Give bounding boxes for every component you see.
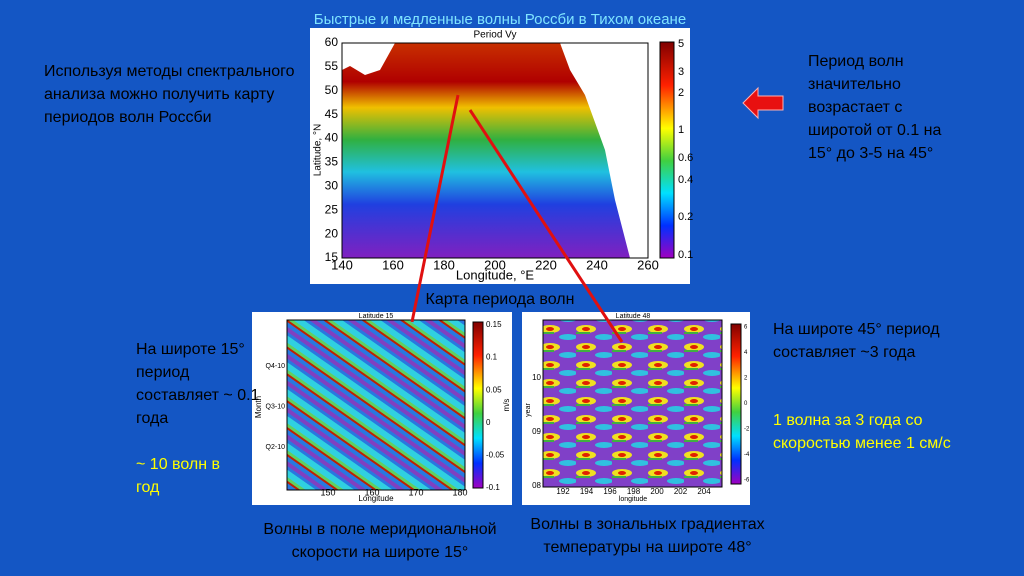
colorbar-label: 0.4	[678, 174, 693, 186]
colorbar-label: 2	[678, 87, 684, 99]
y-tick-label: 45	[325, 107, 339, 121]
right-text: Период волн значительно возрастает с шир…	[808, 53, 942, 162]
axis-label: Longitude, °E	[456, 267, 535, 282]
colorbar-label: 6	[744, 325, 748, 331]
y-tick-label: 55	[325, 59, 339, 73]
colorbar-label: 2	[744, 376, 748, 382]
map-frame	[341, 42, 649, 259]
note-45: На широте 45° период составляет ~3 года	[773, 321, 940, 361]
x-tick-label: 160	[364, 487, 379, 497]
colorbar-label: 0.6	[678, 152, 693, 164]
slide-title: Быстрые и медленные волны Россби в Тихом…	[313, 11, 687, 28]
y-tick-label: 08	[532, 481, 541, 490]
x-tick-label: 180	[452, 487, 467, 497]
map-title: Period Vy	[474, 30, 517, 41]
axis-label: Latitude, °N	[313, 124, 324, 176]
note-45-highlight: 1 волна за 3 года со скоростью менее 1 с…	[773, 412, 951, 452]
colorbar-label: -0.1	[486, 483, 500, 492]
x-tick-label: 202	[674, 487, 688, 496]
y-tick-label: 25	[325, 202, 339, 216]
map-caption: Карта периода волн	[425, 291, 575, 308]
axis-label: Longitude	[358, 494, 394, 503]
colorbar-label: -4	[744, 452, 750, 458]
colorbar	[659, 41, 675, 259]
pointer-arrow	[468, 109, 624, 343]
colorbar-label: 3	[678, 66, 684, 78]
panel-title: Latitude 15	[359, 313, 394, 320]
y-tick-label: 30	[325, 179, 339, 193]
pointer-arrow	[410, 94, 460, 323]
x-tick-label: 160	[382, 257, 404, 272]
colorbar-label: -0.05	[486, 451, 505, 460]
x-tick-label: 194	[580, 487, 594, 496]
x-tick-label: 200	[650, 487, 664, 496]
colorbar-label: 0.05	[486, 385, 502, 394]
note-15: На широте 15° период составляет ~ 0.1 го…	[136, 341, 260, 427]
y-tick-label: Q3-10	[266, 403, 286, 410]
x-tick-label: 170	[408, 487, 423, 497]
caption-48: Волны в зональных градиентах температуры…	[530, 516, 765, 556]
colorbar-label: 1	[678, 124, 684, 136]
x-tick-label: 200	[484, 257, 506, 272]
axis-label: m/s	[502, 399, 511, 412]
y-tick-label: 09	[532, 427, 541, 436]
left-text: Используя методы спектрального анализа м…	[44, 63, 295, 126]
colorbar	[472, 321, 484, 489]
x-tick-label: 260	[637, 257, 659, 272]
colorbar-label: 4	[744, 350, 748, 356]
colorbar-label: 0	[486, 418, 491, 427]
x-tick-label: 192	[556, 487, 570, 496]
x-tick-label: 150	[320, 487, 335, 497]
panel-48-plot	[542, 319, 723, 488]
x-tick-label: 198	[627, 487, 641, 496]
y-tick-label: 15	[325, 250, 339, 264]
panel-title: Latitude 48	[616, 313, 651, 320]
panel-15-plot	[286, 319, 466, 491]
colorbar-label: -2	[744, 427, 750, 433]
colorbar-label: 5	[678, 38, 684, 50]
colorbar-label: 0.15	[486, 320, 502, 329]
axis-label: longitude	[619, 496, 648, 503]
y-tick-label: 20	[325, 226, 339, 240]
axis-label: year	[525, 403, 532, 417]
y-tick-label: Q4-10	[266, 363, 286, 370]
y-tick-label: 35	[325, 155, 339, 169]
x-tick-label: 140	[331, 257, 353, 272]
y-tick-label: 50	[325, 83, 339, 97]
x-tick-label: 196	[603, 487, 617, 496]
left-arrow	[742, 86, 784, 120]
colorbar-label: 0.2	[678, 211, 693, 223]
colorbar-label: 0.1	[486, 353, 498, 362]
axis-label: Month	[254, 396, 263, 418]
x-tick-label: 204	[697, 487, 711, 496]
x-tick-label: 180	[433, 257, 455, 272]
land	[342, 43, 395, 75]
note-15-highlight: ~ 10 волн в год	[136, 456, 221, 496]
y-tick-label: 10	[532, 373, 541, 382]
colorbar-label: 0.1	[678, 249, 693, 261]
x-tick-label: 240	[586, 257, 608, 272]
caption-15: Волны в поле меридиональной скорости на …	[263, 521, 497, 561]
x-tick-label: 220	[535, 257, 557, 272]
colorbar-label: -6	[744, 478, 750, 484]
colorbar-label: 0	[744, 401, 748, 407]
land	[560, 43, 648, 258]
colorbar	[730, 323, 742, 485]
y-tick-label: Q2-10	[266, 444, 286, 451]
y-tick-label: 60	[325, 35, 339, 49]
y-tick-label: 40	[325, 131, 339, 145]
